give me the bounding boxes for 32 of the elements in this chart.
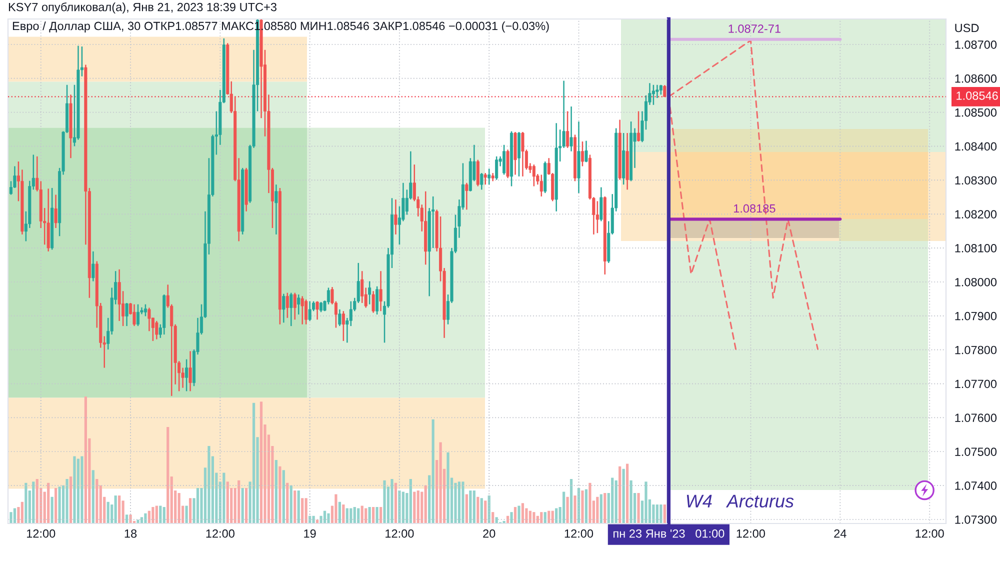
y-tick-label: 1.07500 — [955, 448, 997, 456]
y-tick-label: 1.08500 — [955, 108, 997, 117]
annotation: 1.0872-71 — [728, 24, 780, 33]
x-tick-label: 12:00 — [564, 529, 594, 538]
y-tick-label: 1.08700 — [955, 40, 997, 49]
x-tick-label: пн 23 Янв '23 01:00 — [614, 529, 724, 538]
x-tick-label: 20 — [483, 529, 496, 538]
y-tick-label: 1.08300 — [955, 176, 997, 185]
y-tick-label: 1.08400 — [955, 142, 997, 151]
ref-line-label: 1.08546 — [956, 92, 998, 100]
x-tick-label: 19 — [304, 529, 316, 538]
y-axis-title: USD — [955, 24, 979, 32]
y-tick-label: 1.07300 — [955, 515, 997, 524]
chart-title: KSY7 опубликовал(а), Янв 21, 2023 18:39 UTC+3 — [8, 2, 276, 14]
x-tick-label: 12:00 — [386, 529, 414, 538]
annotation: 1.08185 — [734, 204, 776, 213]
x-tick-label: 12:00 — [736, 529, 766, 538]
x-tick-label: 12:00 — [916, 529, 944, 538]
y-tick-label: 1.08100 — [955, 244, 997, 252]
ref-line-label: W4 Arcturus — [686, 494, 794, 508]
x-tick-label: 24 — [834, 529, 846, 538]
y-tick-label: 1.08000 — [955, 278, 997, 286]
x-tick-label: 12:00 — [27, 529, 56, 538]
y-tick-label: 1.08200 — [955, 210, 997, 218]
y-tick-label: 1.07900 — [955, 312, 997, 320]
x-tick-label: 18 — [124, 529, 137, 538]
y-tick-label: 1.07700 — [955, 380, 997, 388]
y-tick-label: 1.08600 — [955, 74, 997, 83]
y-tick-label: 1.07600 — [955, 414, 997, 422]
x-tick-label: 12:00 — [206, 529, 234, 538]
y-tick-label: 1.07400 — [955, 482, 997, 490]
y-tick-label: 1.07800 — [955, 346, 997, 354]
